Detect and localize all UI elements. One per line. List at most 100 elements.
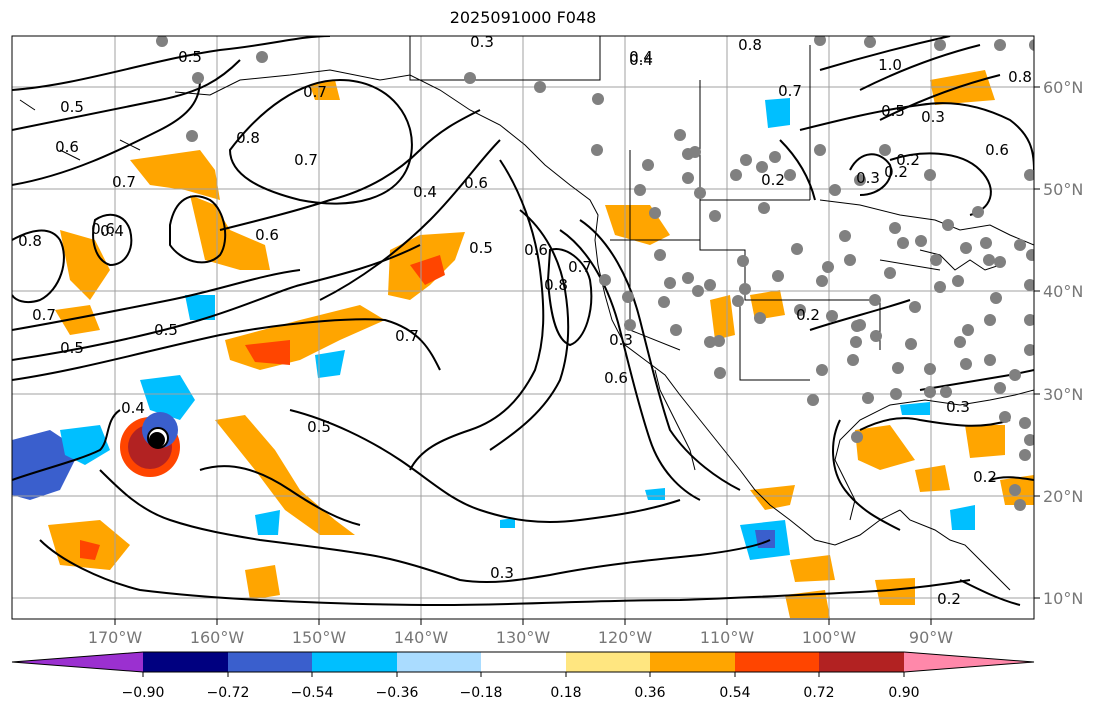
station-dot bbox=[850, 336, 862, 348]
station-dot bbox=[591, 144, 603, 156]
station-dot bbox=[689, 146, 701, 158]
station-dot bbox=[905, 338, 917, 350]
contour-label: 0.7 bbox=[778, 82, 802, 100]
colorbar-segment bbox=[312, 652, 397, 672]
station-dot bbox=[851, 320, 863, 332]
station-dot bbox=[924, 386, 936, 398]
station-dot bbox=[984, 354, 996, 366]
contour-label: 0.8 bbox=[738, 36, 762, 54]
contour-label: 0.7 bbox=[568, 258, 592, 276]
latitude-axis-labels: 60°N 50°N 40°N 30°N 20°N 10°N bbox=[1043, 78, 1083, 608]
contour-label: 0.6 bbox=[985, 141, 1009, 159]
station-dot bbox=[622, 291, 634, 303]
contour-label: 0.8 bbox=[544, 276, 568, 294]
station-dot bbox=[983, 254, 995, 266]
station-dot bbox=[1009, 484, 1021, 496]
contour-label: 0.6 bbox=[604, 369, 628, 387]
station-dot bbox=[704, 279, 716, 291]
station-dot bbox=[816, 275, 828, 287]
station-dot bbox=[915, 235, 927, 247]
contour-label: 0.2 bbox=[896, 151, 920, 169]
colorbar-tick-label: −0.54 bbox=[291, 685, 334, 701]
colorbar-tick-label: −0.18 bbox=[460, 685, 503, 701]
lon-label: 110°W bbox=[700, 628, 755, 647]
station-dot bbox=[924, 363, 936, 375]
contour-label: 0.4 bbox=[629, 48, 653, 66]
station-dot bbox=[694, 187, 706, 199]
station-dot bbox=[670, 324, 682, 336]
station-dot bbox=[599, 274, 611, 286]
contour-label: 0.3 bbox=[921, 108, 945, 126]
station-dot bbox=[999, 411, 1011, 423]
station-dot bbox=[634, 184, 646, 196]
colorbar-tick-label: 0.90 bbox=[888, 685, 919, 701]
longitude-axis-labels: 170°W 160°W 150°W 140°W 130°W 120°W 110°… bbox=[88, 628, 953, 647]
contour-label: 0.6 bbox=[464, 174, 488, 192]
station-dot bbox=[1019, 417, 1031, 429]
station-dot bbox=[642, 159, 654, 171]
lat-label: 30°N bbox=[1043, 385, 1083, 404]
contour-label: 0.5 bbox=[178, 48, 202, 66]
station-dot bbox=[826, 310, 838, 322]
colorbar-tick-label: −0.36 bbox=[376, 685, 419, 701]
station-dot bbox=[464, 72, 476, 84]
colorbar-segment bbox=[650, 652, 735, 672]
colorbar-segment bbox=[143, 652, 228, 672]
colorbar-ticks bbox=[142, 672, 905, 677]
station-dot bbox=[791, 243, 803, 255]
contour-label: 0.4 bbox=[629, 51, 653, 69]
lat-label: 10°N bbox=[1043, 589, 1083, 608]
contour-label: 0.7 bbox=[32, 306, 56, 324]
station-dot bbox=[854, 174, 866, 186]
station-dot bbox=[980, 237, 992, 249]
contour-labels: 0.30.40.50.60.70.80.20.40.70.50.60.80.70… bbox=[18, 36, 1032, 608]
station-markers bbox=[156, 36, 1034, 511]
contour-label: 0.5 bbox=[60, 339, 84, 357]
station-dot bbox=[870, 330, 882, 342]
station-dot bbox=[862, 392, 874, 404]
contour-label: 0.3 bbox=[609, 331, 633, 349]
station-dot bbox=[1024, 279, 1034, 291]
station-dot bbox=[990, 292, 1002, 304]
contour-label: 0.7 bbox=[395, 327, 419, 345]
station-dot bbox=[994, 382, 1006, 394]
station-dot bbox=[794, 304, 806, 316]
station-dot bbox=[1009, 369, 1021, 381]
lat-lon-grid bbox=[12, 36, 1034, 619]
station-dot bbox=[654, 249, 666, 261]
station-dot bbox=[674, 129, 686, 141]
station-dot bbox=[758, 202, 770, 214]
contour-label: 0.6 bbox=[524, 241, 548, 259]
contour-label: 0.4 bbox=[100, 222, 124, 240]
station-dot bbox=[534, 81, 546, 93]
lon-label: 160°W bbox=[190, 628, 245, 647]
contour-label: 0.2 bbox=[937, 590, 961, 608]
station-dot bbox=[814, 36, 826, 46]
station-dot bbox=[829, 184, 841, 196]
station-dot bbox=[930, 254, 942, 266]
station-dot bbox=[1024, 434, 1034, 446]
station-dot bbox=[664, 277, 676, 289]
station-dot bbox=[814, 144, 826, 156]
station-dot bbox=[934, 281, 946, 293]
colorbar-tick-label: 0.18 bbox=[550, 685, 581, 701]
station-dot bbox=[192, 72, 204, 84]
station-dot bbox=[962, 324, 974, 336]
station-dot bbox=[1026, 249, 1034, 261]
station-dot bbox=[884, 267, 896, 279]
lat-label: 60°N bbox=[1043, 78, 1083, 97]
colorbar-tick-label: 0.36 bbox=[634, 685, 665, 701]
station-dot bbox=[1024, 169, 1034, 181]
station-dot bbox=[890, 388, 902, 400]
colorbar-tick-label: 0.72 bbox=[803, 685, 834, 701]
station-dot bbox=[692, 285, 704, 297]
colorbar-labels: −0.90 −0.72 −0.54 −0.36 −0.18 0.18 0.36 … bbox=[122, 685, 920, 701]
station-dot bbox=[714, 367, 726, 379]
lat-label: 40°N bbox=[1043, 282, 1083, 301]
colorbar-segment bbox=[904, 652, 1034, 672]
station-dot bbox=[740, 154, 752, 166]
station-dot bbox=[940, 386, 952, 398]
lat-label: 50°N bbox=[1043, 180, 1083, 199]
station-dot bbox=[592, 93, 604, 105]
station-dot bbox=[822, 261, 834, 273]
